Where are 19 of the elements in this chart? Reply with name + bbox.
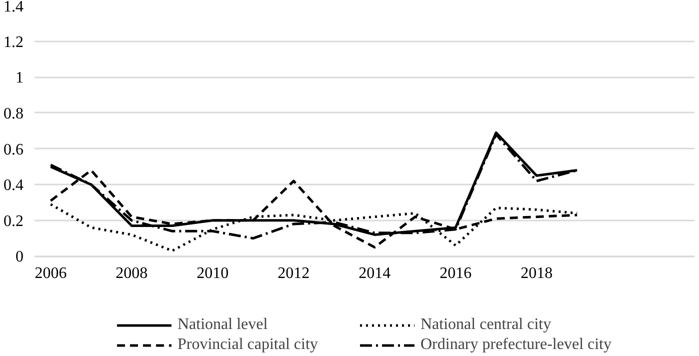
x-tick-label: 2012 [278, 265, 310, 282]
x-tick-label: 2008 [116, 265, 148, 282]
y-tick-label: 0.6 [4, 141, 24, 158]
y-tick-label: 0 [16, 248, 24, 266]
legend-label: National level [177, 316, 269, 334]
x-tick-label: 2018 [520, 265, 553, 282]
y-tick-label: 1.2 [4, 34, 24, 51]
x-tick-label: 2016 [440, 265, 472, 282]
y-tick-label: 1 [16, 70, 24, 87]
y-tick-label: 0.4 [4, 177, 24, 194]
y-tick-label: 0.8 [4, 105, 24, 122]
y-tick-label: 1.4 [4, 0, 24, 16]
x-tick-label: 2010 [196, 265, 229, 282]
legend-label: National central city [420, 316, 552, 334]
legend-label: Provincial capital city [177, 336, 319, 354]
x-tick-label: 2014 [358, 265, 391, 282]
x-tick-label: 2006 [34, 265, 67, 282]
legend-label: Ordinary prefecture-level city [420, 336, 612, 354]
y-tick-label: 0.2 [4, 212, 24, 230]
